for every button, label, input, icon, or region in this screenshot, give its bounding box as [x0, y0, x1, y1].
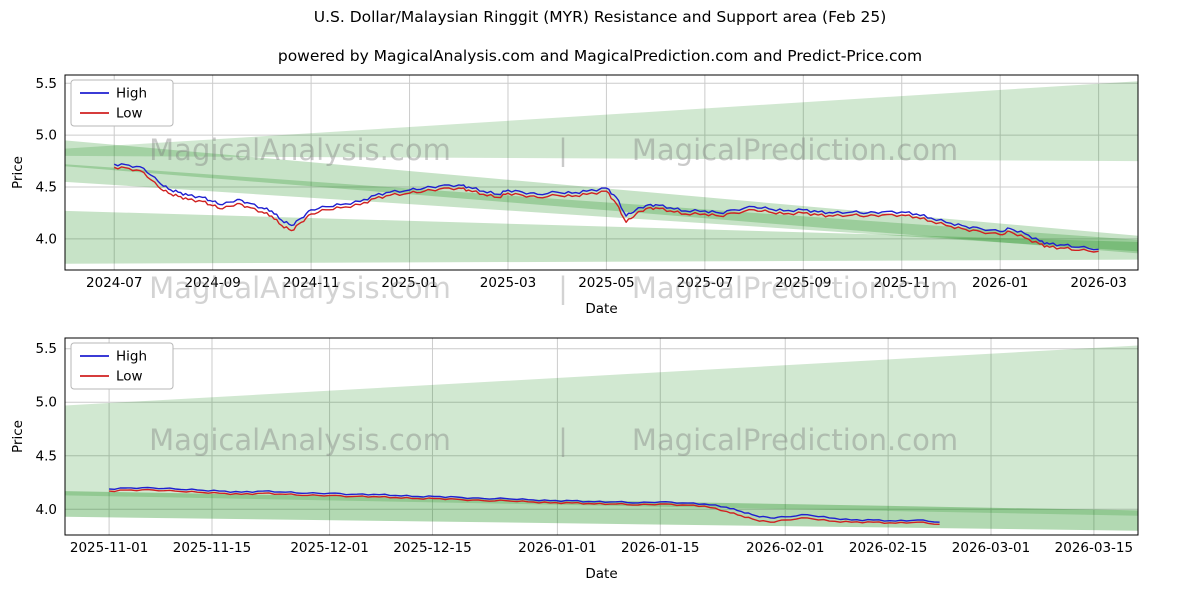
x-tick-label: 2026-03-15 [1055, 540, 1133, 556]
high-price-line [109, 486, 940, 523]
x-tick-label: 2026-03 [1070, 275, 1126, 291]
watermark-separator: | [558, 133, 568, 167]
x-tick-label: 2025-07 [677, 275, 733, 291]
x-tick-label: 2025-11 [874, 275, 930, 291]
support-resistance-band [65, 81, 1138, 162]
x-tick-label: 2024-11 [283, 275, 339, 291]
x-tick-label: 2026-01-15 [621, 540, 699, 556]
y-tick-label: 5.0 [36, 395, 57, 411]
x-tick-label: 2025-11-01 [70, 540, 148, 556]
watermark-magicalprediction: MagicalPrediction.com [632, 423, 958, 457]
watermark-separator: | [558, 271, 568, 305]
watermark-magicalanalysis: MagicalAnalysis.com [149, 133, 451, 167]
x-tick-label: 2024-09 [184, 275, 240, 291]
y-tick-label: 4.5 [36, 180, 57, 196]
x-tick-label: 2025-03 [480, 275, 536, 291]
x-tick-label: 2024-07 [86, 275, 142, 291]
legend-label-low: Low [116, 106, 143, 122]
support-resistance-band [65, 140, 1138, 254]
plot-border [64, 337, 1139, 536]
x-tick-label: 2025-01 [381, 275, 437, 291]
watermark-magicalprediction: MagicalPrediction.com [632, 271, 958, 305]
y-tick-label: 4.5 [36, 448, 57, 464]
legend-box [70, 342, 174, 390]
legend-label-high: High [116, 86, 147, 102]
x-tick-label: 2026-01-01 [518, 540, 596, 556]
y-tick-label: 5.0 [36, 128, 57, 144]
watermark-separator: | [558, 423, 568, 457]
y-axis-label: Price [10, 156, 26, 189]
x-tick-label: 2025-12-01 [290, 540, 368, 556]
x-tick-label: 2025-05 [578, 275, 634, 291]
y-tick-label: 5.5 [36, 76, 57, 92]
x-tick-label: 2025-11-15 [173, 540, 251, 556]
x-tick-label: 2025-09 [775, 275, 831, 291]
chart-title: U.S. Dollar/Malaysian Ringgit (MYR) Resi… [313, 8, 887, 26]
y-tick-label: 4.0 [36, 231, 57, 247]
legend-box [70, 79, 174, 127]
x-axis-label: Date [585, 301, 617, 317]
y-tick-label: 5.5 [36, 341, 57, 357]
low-price-line [113, 166, 1099, 253]
watermark-magicalanalysis: MagicalAnalysis.com [149, 423, 451, 457]
x-tick-label: 2026-02-15 [849, 540, 927, 556]
x-tick-label: 2026-02-01 [746, 540, 824, 556]
x-axis-label: Date [585, 566, 617, 582]
watermark-magicalprediction: MagicalPrediction.com [632, 133, 958, 167]
plot-border [64, 74, 1139, 271]
legend-label-low: Low [116, 369, 143, 385]
watermark-magicalanalysis: MagicalAnalysis.com [149, 271, 451, 305]
support-resistance-band [65, 491, 1138, 531]
chart-subtitle: powered by MagicalAnalysis.com and Magic… [277, 47, 923, 65]
legend-label-high: High [116, 349, 147, 365]
x-tick-label: 2026-03-01 [952, 540, 1030, 556]
high-price-line [113, 163, 1099, 251]
y-axis-label: Price [10, 420, 26, 453]
x-tick-label: 2026-01 [972, 275, 1028, 291]
support-resistance-band [65, 210, 1138, 264]
x-tick-label: 2025-12-15 [393, 540, 471, 556]
recent-forecast-chart: MagicalAnalysis.com | MagicalPrediction.co… [10, 337, 1139, 582]
low-price-line [109, 488, 940, 525]
y-tick-label: 4.0 [36, 502, 57, 518]
support-resistance-band [65, 164, 1138, 252]
support-resistance-band [65, 345, 1138, 516]
full-history-chart: MagicalAnalysis.com | MagicalPrediction.co… [10, 74, 1139, 317]
